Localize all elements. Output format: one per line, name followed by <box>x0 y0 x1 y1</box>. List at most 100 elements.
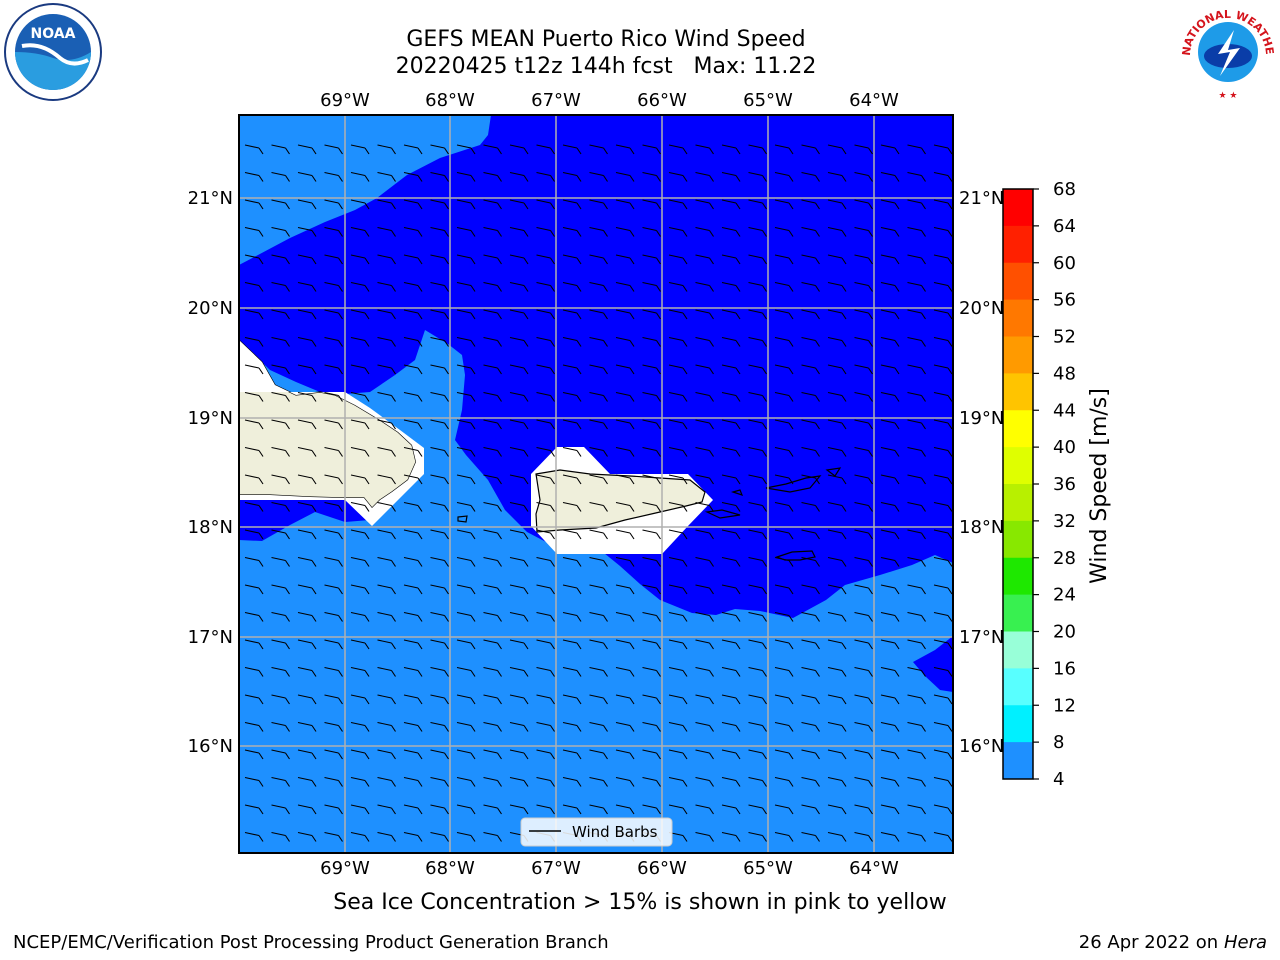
wind-barb <box>589 419 608 430</box>
wind-barb <box>721 281 741 292</box>
wind-barb <box>642 364 661 375</box>
wind-barb <box>933 611 953 622</box>
wind-barb <box>562 666 582 677</box>
wind-barb <box>933 556 953 567</box>
wind-barb <box>483 584 502 595</box>
wind-barb <box>880 419 900 430</box>
wind-barb <box>721 749 741 760</box>
wind-barb <box>721 419 741 430</box>
wind-barb <box>562 419 582 430</box>
wind-barb <box>695 556 714 567</box>
wind-barb <box>350 419 370 430</box>
wind-barb <box>589 199 608 210</box>
wind-barb <box>615 611 635 622</box>
colorbar-segment <box>1003 742 1033 780</box>
wind-barb <box>483 529 502 540</box>
wind-barb <box>933 831 953 842</box>
wind-barb <box>748 529 767 540</box>
wind-barb <box>377 721 396 732</box>
wind-barb <box>271 364 290 375</box>
wind-barb <box>615 336 635 347</box>
wind-barb <box>297 584 317 595</box>
wind-barb <box>615 446 635 457</box>
wind-barb <box>430 281 449 292</box>
wind-barb <box>562 391 582 402</box>
wind-barb <box>801 721 820 732</box>
wind-barb <box>377 226 396 237</box>
wind-barb <box>509 144 529 155</box>
wind-barb <box>695 254 714 265</box>
wind-barb <box>721 391 741 402</box>
wind-barb <box>615 666 635 677</box>
wind-barb <box>801 529 820 540</box>
wind-barb <box>403 199 423 210</box>
wind-barb <box>589 254 608 265</box>
wind-barb <box>456 144 476 155</box>
colorbar-segment <box>1003 447 1033 485</box>
wind-barb <box>827 144 847 155</box>
wind-barb <box>244 226 264 237</box>
wind-barb <box>509 611 529 622</box>
colorbar-tick-label: 12 <box>1053 695 1076 716</box>
wind-barb <box>271 226 290 237</box>
wind-barb <box>562 611 582 622</box>
wind-barb <box>509 584 529 595</box>
wind-barb <box>907 776 926 787</box>
wind-barb <box>589 666 608 677</box>
wind-barb <box>668 694 688 705</box>
legend-label: Wind Barbs <box>572 823 658 841</box>
colorbar-segment <box>1003 705 1033 743</box>
wind-barb <box>589 144 608 155</box>
wind-barb <box>430 831 449 842</box>
mona-island <box>457 515 468 523</box>
wind-barb <box>748 254 767 265</box>
wind-barb <box>324 639 343 650</box>
wind-barb <box>721 694 741 705</box>
wind-barb <box>880 721 900 732</box>
colorbar-tick-label: 44 <box>1053 400 1076 421</box>
wind-barb <box>933 721 953 732</box>
wind-barb <box>615 144 635 155</box>
wind-barb <box>774 474 794 485</box>
wind-barb <box>536 529 555 540</box>
wind-barb <box>483 144 502 155</box>
wind-barb <box>642 309 661 320</box>
wind-barb <box>403 254 423 265</box>
wind-barb <box>509 529 529 540</box>
wind-barb <box>350 529 370 540</box>
colorbar-tick-label: 32 <box>1053 511 1076 532</box>
wind-barb <box>509 721 529 732</box>
wind-barb <box>933 446 953 457</box>
wind-barb <box>721 584 741 595</box>
wind-barb <box>509 226 529 237</box>
wind-barb <box>536 694 555 705</box>
wind-barb <box>907 474 926 485</box>
lat-label-left: 17°N <box>188 627 233 648</box>
wind-barbs <box>244 144 953 842</box>
wind-barb <box>403 364 423 375</box>
wind-barb <box>456 446 476 457</box>
wind-barb <box>907 199 926 210</box>
wind-barb <box>430 419 449 430</box>
wind-barb <box>509 556 529 567</box>
wind-barb <box>430 226 449 237</box>
wind-barb <box>854 694 873 705</box>
colorbar-tick-label: 16 <box>1053 658 1076 679</box>
wind-barb <box>483 336 502 347</box>
wind-barb <box>536 281 555 292</box>
wind-barb <box>244 144 264 155</box>
wind-barb <box>907 804 926 815</box>
colorbar-segment <box>1003 373 1033 411</box>
wind-barb <box>350 831 370 842</box>
wind-barb <box>748 419 767 430</box>
wind-barb <box>536 556 555 567</box>
wind-barb <box>589 226 608 237</box>
wind-barb <box>456 254 476 265</box>
wind-barb <box>324 749 343 760</box>
wind-barb <box>536 364 555 375</box>
wind-barb <box>774 336 794 347</box>
footer-date: 26 Apr 2022 on <box>1078 932 1224 953</box>
wind-barb <box>642 199 661 210</box>
lon-label-bottom: 65°W <box>743 858 793 879</box>
wind-barb <box>297 199 317 210</box>
